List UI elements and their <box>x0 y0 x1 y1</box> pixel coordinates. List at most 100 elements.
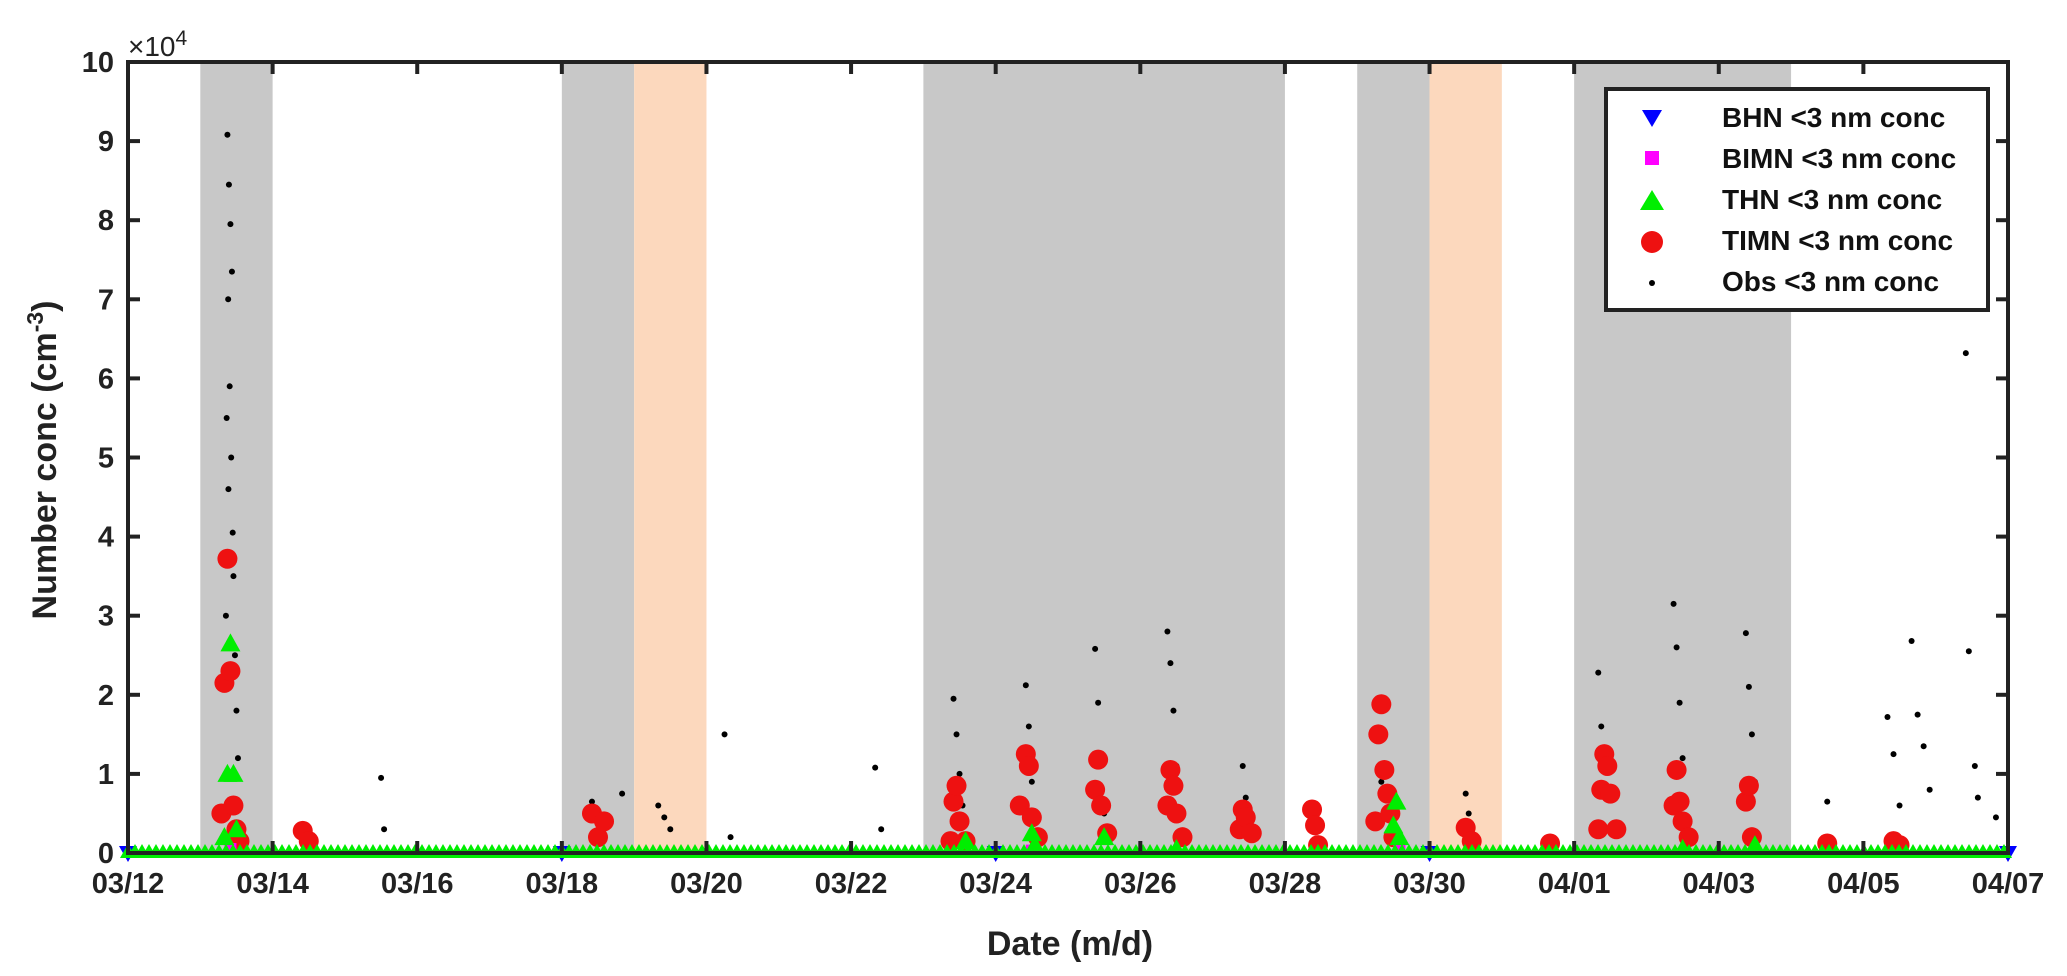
x-tick-label: 04/07 <box>1972 868 2045 900</box>
point-circle-51 <box>1597 755 1618 776</box>
point-dot-40 <box>1170 707 1177 714</box>
point-circle-27 <box>1160 759 1181 780</box>
point-circle-57 <box>1672 811 1693 832</box>
point-dot-10 <box>230 573 237 580</box>
point-dot-0 <box>224 131 231 138</box>
point-dot-47 <box>1465 810 1472 817</box>
point-dot-54 <box>1676 699 1683 706</box>
legend-box <box>1604 87 1990 312</box>
legend-marker-obs <box>1649 280 1655 286</box>
point-triangle-up-8 <box>1094 827 1115 846</box>
point-dot-65 <box>1914 711 1921 718</box>
legend-marker-thn <box>1640 190 1664 210</box>
point-dot-70 <box>1971 762 1978 769</box>
x-tick-label: 03/28 <box>1249 868 1322 900</box>
legend-marker-bimn <box>1645 151 1659 165</box>
point-dot-63 <box>1896 802 1903 809</box>
point-circle-34 <box>1241 823 1262 844</box>
point-dot-58 <box>1748 731 1755 738</box>
point-circle-29 <box>1166 803 1187 824</box>
point-dot-64 <box>1908 638 1915 645</box>
point-dot-4 <box>225 296 232 303</box>
point-triangle-up-2 <box>220 633 241 652</box>
point-circle-42 <box>1377 783 1398 804</box>
point-dot-32 <box>1025 723 1032 730</box>
shaded-period-1 <box>561 62 635 853</box>
point-triangle-up-11 <box>1386 791 1407 810</box>
point-triangle-up-12 <box>1389 827 1410 846</box>
shaded-period-0 <box>200 62 273 853</box>
point-circle-15 <box>949 811 970 832</box>
point-dot-46 <box>1462 790 1469 797</box>
point-dot-12 <box>231 652 238 659</box>
point-dot-22 <box>667 826 674 833</box>
y-tick-label: 8 <box>98 205 114 237</box>
point-circle-24 <box>1091 795 1112 816</box>
x-tick-label: 03/20 <box>670 868 743 900</box>
point-triangle-up-3 <box>223 763 244 782</box>
point-dot-7 <box>228 454 235 461</box>
x-tick-label: 03/16 <box>381 868 454 900</box>
point-circle-13 <box>943 791 964 812</box>
point-dot-71 <box>1974 794 1981 801</box>
point-dot-44 <box>1378 778 1385 785</box>
point-triangle-up-10 <box>1383 815 1404 834</box>
x-tick-label: 04/03 <box>1682 868 1755 900</box>
shaded-period-5 <box>1429 62 1502 853</box>
y-tick-label: 3 <box>98 601 114 633</box>
point-circle-14 <box>946 775 967 796</box>
point-circle-46 <box>1461 831 1482 852</box>
point-dot-5 <box>226 383 233 390</box>
shaded-periods <box>200 62 1792 853</box>
legend-label-bhn: BHN <3 nm conc <box>1722 102 1945 133</box>
point-dot-14 <box>234 755 241 762</box>
point-dot-21 <box>661 814 668 821</box>
y-tick-label: 6 <box>98 363 114 395</box>
point-dot-42 <box>1239 762 1246 769</box>
x-tick-label: 03/24 <box>959 868 1032 900</box>
x-tick-label: 03/18 <box>526 868 599 900</box>
point-circle-12 <box>940 831 961 852</box>
point-circle-41 <box>1374 759 1395 780</box>
point-dot-61 <box>1884 713 1891 720</box>
point-dot-38 <box>1164 628 1171 635</box>
y-tick-label: 1 <box>98 759 114 791</box>
shaded-period-4 <box>1357 62 1430 853</box>
point-dot-26 <box>878 826 885 833</box>
point-dot-24 <box>727 834 734 841</box>
point-dot-9 <box>229 529 236 536</box>
point-triangle-up-5 <box>955 831 976 850</box>
y-tick-label: 2 <box>98 680 114 712</box>
point-dot-57 <box>1745 683 1752 690</box>
point-circle-38 <box>1365 811 1386 832</box>
point-dot-34 <box>1092 645 1099 652</box>
point-dot-35 <box>1095 699 1102 706</box>
y-tick-label: 5 <box>98 443 114 475</box>
point-dot-27 <box>950 695 957 702</box>
y-axis-label: Number conc (cm-3) <box>22 301 64 620</box>
point-dot-53 <box>1673 644 1680 651</box>
point-circle-53 <box>1606 819 1627 840</box>
point-dot-48 <box>1595 669 1602 676</box>
x-axis-label: Date (m/d) <box>987 925 1153 963</box>
point-circle-28 <box>1163 775 1184 796</box>
legend-label-timn: TIMN <3 nm conc <box>1722 225 1953 256</box>
legend: BHN <3 nm conc BIMN <3 nm conc THN <3 nm… <box>1604 87 1990 312</box>
point-dot-60 <box>1824 798 1831 805</box>
point-circle-36 <box>1305 815 1326 836</box>
point-dot-68 <box>1962 350 1969 357</box>
legend-label-bimn: BIMN <3 nm conc <box>1722 143 1956 174</box>
point-circle-22 <box>1085 779 1106 800</box>
point-circle-10 <box>588 827 608 848</box>
point-dot-67 <box>1926 786 1933 793</box>
point-circle-3 <box>220 661 241 682</box>
point-dot-11 <box>222 612 229 619</box>
point-dot-62 <box>1890 751 1897 758</box>
y-tick-label: 0 <box>98 838 114 870</box>
point-circle-59 <box>1735 791 1756 812</box>
point-dot-2 <box>227 221 234 228</box>
point-circle-60 <box>1738 775 1759 796</box>
point-dot-3 <box>228 268 235 275</box>
